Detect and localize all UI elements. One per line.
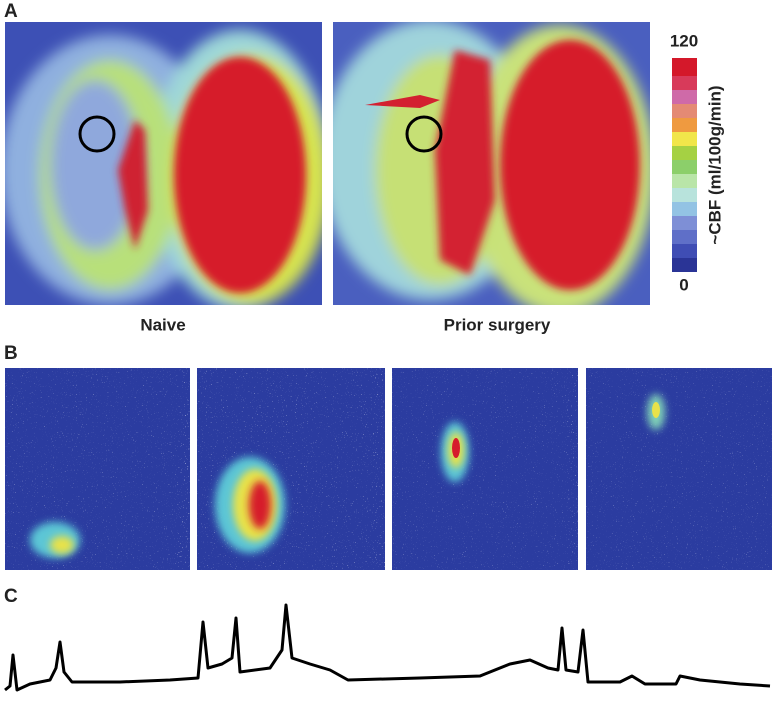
cbf-map-prior-surgery: [333, 22, 650, 305]
dc-potential-trace: [4, 603, 771, 692]
colorbar-title: ~CBF (ml/100g/min): [705, 85, 724, 244]
caption: Naive: [140, 315, 185, 334]
caption: Prior surgery: [444, 315, 551, 334]
colorbar: [672, 58, 697, 272]
colorbar-max: 120: [670, 31, 698, 50]
cbf-map-naive: [5, 22, 322, 305]
fluorescence-frames: [5, 368, 772, 570]
panel-label: A: [4, 1, 18, 22]
panel-label: C: [4, 586, 18, 607]
panel-label: B: [4, 343, 18, 364]
colorbar-min: 0: [679, 275, 688, 294]
